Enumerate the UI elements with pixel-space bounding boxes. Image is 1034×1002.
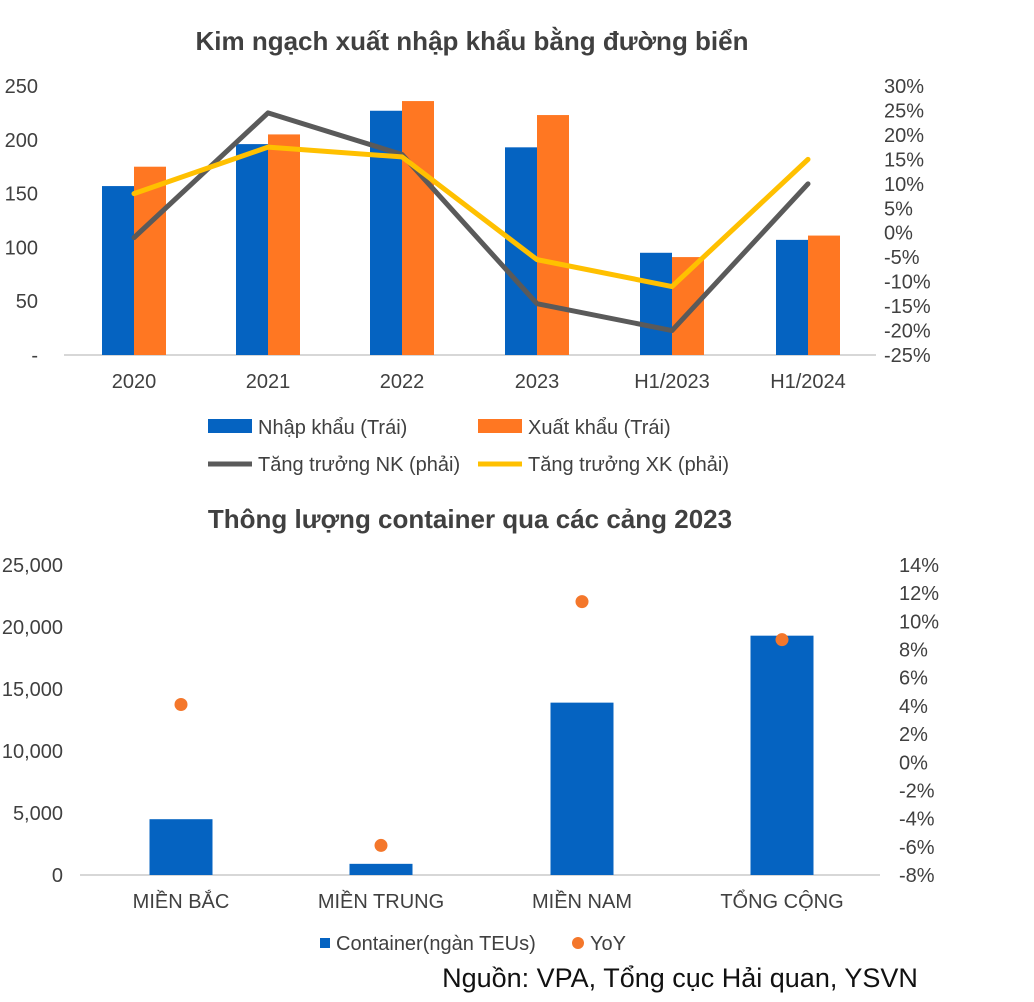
c1-right-tick: 25%	[884, 100, 924, 122]
c2-left-tick: 0	[52, 865, 63, 887]
chart-container-throughput: Thông lượng container qua các cảng 2023 …	[2, 504, 939, 955]
c2-right-tick: 0%	[899, 752, 928, 774]
legend-swatch-export	[478, 419, 522, 433]
chart1-right-axis: -25%-20% -15%-10% -5%0% 5%10% 15%20% 25%30%	[884, 76, 931, 367]
chart2-right-axis: -8% -6% -4% -2% 0% 2% 4% 6% 8% 10% 12% 14%	[899, 555, 939, 887]
c1-left-tick: 250	[5, 76, 38, 98]
bar-container-mi-n-trung	[349, 863, 413, 875]
c2-right-tick: -4%	[899, 809, 935, 831]
c2-left-tick: 20,000	[2, 617, 63, 639]
c1-right-tick: 10%	[884, 174, 924, 196]
bar-export-2020	[134, 166, 166, 355]
point-yoy-t-ng-c-ng	[775, 633, 789, 647]
c1-right-tick: 0%	[884, 223, 913, 245]
bar-container-t-ng-c-ng	[750, 635, 814, 875]
chart2-title: Thông lượng container qua các cảng 2023	[208, 504, 732, 534]
c2-right-tick: 4%	[899, 696, 928, 718]
legend-swatch-yoy	[572, 937, 584, 949]
bar-export-2021	[268, 134, 300, 355]
c2-right-tick: 2%	[899, 724, 928, 746]
c1-category-label: 2023	[515, 371, 560, 393]
chart1-left-axis: - 50 100 150 200 250	[5, 76, 38, 367]
bar-import-2020	[102, 186, 134, 355]
legend-swatch-import	[208, 419, 252, 433]
bar-export-2022	[402, 101, 434, 356]
c1-left-tick: 100	[5, 237, 38, 259]
c2-right-tick: 6%	[899, 668, 928, 690]
point-yoy-mi-n-trung	[374, 838, 388, 852]
bar-container-mi-n-nam	[550, 702, 614, 875]
chart-export-import: Kim ngạch xuất nhập khẩu bằng đường biển…	[5, 26, 931, 476]
c2-right-tick: -2%	[899, 780, 935, 802]
chart2-legend: Container(ngàn TEUs) YoY	[320, 933, 626, 955]
chart1-legend: Nhập khẩu (Trái) Xuất khẩu (Trái) Tăng t…	[208, 417, 729, 476]
point-yoy-mi-n-nam	[575, 595, 589, 609]
c2-category-label: MIỀN TRUNG	[318, 890, 444, 913]
c1-left-tick: 200	[5, 130, 38, 152]
chart2-category-labels: MIỀN BẮC MIỀN TRUNG MIỀN NAM TỔNG CỘNG	[133, 889, 844, 913]
legend-swatch-container	[320, 938, 330, 948]
c1-category-label: H1/2024	[770, 371, 846, 393]
c1-category-label: 2020	[112, 371, 157, 393]
c1-category-label: 2022	[380, 371, 425, 393]
c2-right-tick: 14%	[899, 555, 939, 577]
c1-right-tick: 15%	[884, 149, 924, 171]
bar-import-h1-2023	[640, 252, 672, 355]
c2-right-tick: 12%	[899, 583, 939, 605]
c1-category-label: 2021	[246, 371, 291, 393]
c2-category-label: MIỀN NAM	[532, 890, 632, 913]
line-export-growth	[131, 144, 811, 290]
c1-left-tick: -	[31, 345, 38, 367]
c2-right-tick: 8%	[899, 640, 928, 662]
c2-category-label: MIỀN BẮC	[133, 889, 230, 913]
c1-right-tick: -25%	[884, 345, 931, 367]
line-import-growth	[131, 110, 811, 334]
legend-label-import-growth: Tăng trưởng NK (phải)	[258, 454, 460, 476]
point-yoy-mi-n-b-c	[174, 698, 188, 711]
chart2-bars	[149, 635, 814, 875]
c2-right-tick: 10%	[899, 611, 939, 633]
chart1-title: Kim ngạch xuất nhập khẩu bằng đường biển	[195, 26, 748, 56]
c1-category-label: H1/2023	[634, 371, 710, 393]
bar-import-2021	[236, 144, 268, 355]
c2-right-tick: -8%	[899, 865, 935, 887]
legend-label-export-growth: Tăng trưởng XK (phải)	[528, 454, 729, 476]
bar-import-h1-2024	[776, 239, 808, 355]
c2-left-tick: 10,000	[2, 741, 63, 763]
c1-right-tick: -15%	[884, 296, 931, 318]
c2-left-tick: 25,000	[2, 555, 63, 577]
legend-label-import: Nhập khẩu (Trái)	[258, 417, 407, 439]
legend-label-yoy: YoY	[590, 933, 626, 955]
bar-export-h1-2024	[808, 235, 840, 355]
bar-container-mi-n-b-c	[149, 819, 213, 875]
c2-right-tick: -6%	[899, 837, 935, 859]
chart1-bars	[102, 101, 840, 356]
bar-import-2023	[505, 147, 537, 355]
c1-left-tick: 150	[5, 184, 38, 206]
c2-left-tick: 5,000	[13, 803, 63, 825]
legend-label-export: Xuất khẩu (Trái)	[528, 417, 671, 439]
c1-right-tick: -5%	[884, 247, 920, 269]
chart2-yoy-points	[174, 595, 789, 852]
c1-right-tick: -20%	[884, 321, 931, 343]
legend-label-container: Container(ngàn TEUs)	[336, 933, 536, 955]
c2-category-label: TỔNG CỘNG	[720, 889, 843, 913]
c1-right-tick: -10%	[884, 272, 931, 294]
c1-right-tick: 30%	[884, 76, 924, 98]
c2-left-tick: 15,000	[2, 679, 63, 701]
source-note: Nguồn: VPA, Tổng cục Hải quan, YSVN	[442, 963, 918, 993]
c1-right-tick: 5%	[884, 198, 913, 220]
c1-right-tick: 20%	[884, 125, 924, 147]
chart2-left-axis: 0 5,000 10,000 15,000 20,000 25,000	[2, 555, 63, 887]
bar-export-2023	[537, 115, 569, 355]
chart1-category-labels: 2020 2021 2022 2023 H1/2023 H1/2024	[112, 371, 846, 393]
c1-left-tick: 50	[16, 291, 38, 313]
chart1-lines	[131, 110, 811, 334]
